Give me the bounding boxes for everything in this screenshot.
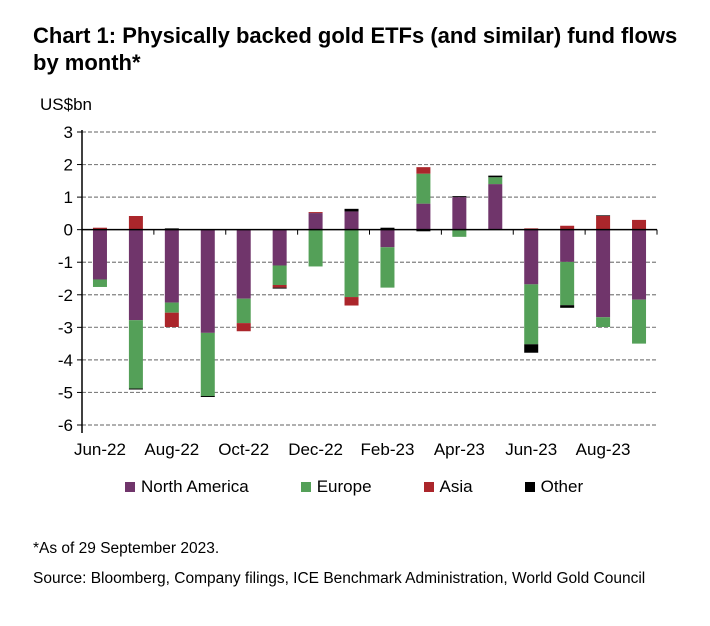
y-tick-label: 0 xyxy=(64,221,73,240)
bar-north-america-Feb-23 xyxy=(380,229,395,248)
bar-other-Jun-23 xyxy=(524,344,539,353)
bar-other-Jul-22 xyxy=(128,388,143,390)
bar-asia-Jan-23 xyxy=(344,297,359,306)
bar-europe-Jun-23 xyxy=(524,284,539,345)
bar-europe-May-23 xyxy=(488,177,503,185)
bar-asia-Jul-23 xyxy=(560,225,575,230)
bar-asia-Jul-22 xyxy=(128,215,143,230)
y-tick-label: -6 xyxy=(58,416,73,435)
bar-europe-Sep-23 xyxy=(632,299,647,344)
bar-europe-Oct-22 xyxy=(236,298,251,324)
legend-label: Asia xyxy=(439,477,473,496)
legend: North America Europe Asia Other xyxy=(125,477,635,497)
legend-item: Asia xyxy=(423,477,473,497)
legend-swatch xyxy=(300,482,311,492)
bar-europe-Nov-22 xyxy=(272,265,287,286)
bar-europe-Jul-22 xyxy=(128,320,143,389)
y-tick-label: -4 xyxy=(58,351,73,370)
bar-north-america-Sep-22 xyxy=(200,229,215,333)
y-tick-label: -1 xyxy=(58,253,73,272)
bar-europe-Jun-22 xyxy=(92,279,107,287)
legend-swatch xyxy=(423,482,434,492)
y-tick-label: -3 xyxy=(58,318,73,337)
bar-europe-Mar-23 xyxy=(416,173,431,204)
legend-label: Europe xyxy=(316,477,372,496)
footnote: *As of 29 September 2023. xyxy=(33,540,220,557)
y-tick-label: -2 xyxy=(58,286,73,305)
bar-europe-Feb-23 xyxy=(380,247,395,288)
bar-north-america-Mar-23 xyxy=(416,203,431,230)
bar-other-May-23 xyxy=(488,175,503,178)
legend-swatch xyxy=(524,482,535,492)
bar-europe-Aug-23 xyxy=(596,317,611,328)
legend-item: Europe xyxy=(300,477,372,497)
bar-asia-Aug-23 xyxy=(596,215,611,230)
y-tick-label: -5 xyxy=(58,383,73,402)
bar-other-Mar-23 xyxy=(416,229,431,232)
bar-europe-Jul-23 xyxy=(560,261,575,306)
legend-swatch xyxy=(125,482,135,492)
legend-label: North America xyxy=(141,477,249,496)
bar-north-america-Jul-22 xyxy=(128,229,143,321)
bar-asia-Jun-22 xyxy=(92,227,107,230)
bar-asia-Nov-22 xyxy=(272,285,287,288)
bar-other-Nov-22 xyxy=(272,287,287,289)
bar-north-america-Aug-22 xyxy=(164,229,179,303)
bar-north-america-Nov-22 xyxy=(272,229,287,266)
bar-asia-Oct-22 xyxy=(236,323,251,332)
bar-north-america-Dec-22 xyxy=(308,213,323,230)
bar-north-america-Oct-22 xyxy=(236,229,251,299)
y-tick-label: 2 xyxy=(64,156,73,175)
bar-other-Sep-22 xyxy=(200,396,215,398)
y-axis-label: US$bn xyxy=(40,95,92,114)
chart-title: Chart 1: Physically backed gold ETFs (an… xyxy=(33,23,678,75)
legend-item: North America xyxy=(125,477,249,497)
bar-europe-Sep-22 xyxy=(200,332,215,397)
x-tick-label: Aug-22 xyxy=(144,440,199,459)
bar-other-Aug-23 xyxy=(596,215,611,216)
y-tick-label: 3 xyxy=(64,123,73,142)
bar-north-america-May-23 xyxy=(488,184,503,230)
x-tick-label: Apr-23 xyxy=(434,440,485,459)
bar-north-america-Jun-22 xyxy=(92,229,107,280)
bar-north-america-Jan-23 xyxy=(344,211,359,230)
bar-north-america-Sep-23 xyxy=(632,229,647,300)
bar-north-america-Aug-23 xyxy=(596,229,611,318)
x-tick-label: Dec-22 xyxy=(288,440,343,459)
bar-north-america-Jul-23 xyxy=(560,229,575,262)
legend-label: Other xyxy=(540,477,584,496)
x-tick-label: Jun-23 xyxy=(505,440,557,459)
bar-other-Apr-23 xyxy=(452,196,467,198)
bar-asia-Sep-23 xyxy=(632,219,647,230)
bar-north-america-Jun-23 xyxy=(524,229,539,285)
y-tick-label: 1 xyxy=(64,188,73,207)
x-tick-label: Aug-23 xyxy=(576,440,631,459)
x-tick-label: Jun-22 xyxy=(74,440,126,459)
bar-asia-Dec-22 xyxy=(308,212,323,214)
x-tick-label: Feb-23 xyxy=(361,440,415,459)
bar-europe-Dec-22 xyxy=(308,229,323,267)
bar-other-Jan-23 xyxy=(344,208,359,212)
bar-europe-Apr-23 xyxy=(452,229,467,237)
bar-europe-Aug-22 xyxy=(164,302,179,313)
bar-other-Jul-23 xyxy=(560,305,575,308)
x-tick-label: Oct-22 xyxy=(218,440,269,459)
legend-item: Other xyxy=(524,477,584,497)
bar-other-Feb-23 xyxy=(380,227,395,230)
source-note: Source: Bloomberg, Company filings, ICE … xyxy=(33,570,646,587)
bar-europe-Jan-23 xyxy=(344,229,359,298)
bar-asia-Aug-22 xyxy=(164,312,179,328)
bar-asia-Mar-23 xyxy=(416,167,431,174)
bar-north-america-Apr-23 xyxy=(452,197,467,230)
